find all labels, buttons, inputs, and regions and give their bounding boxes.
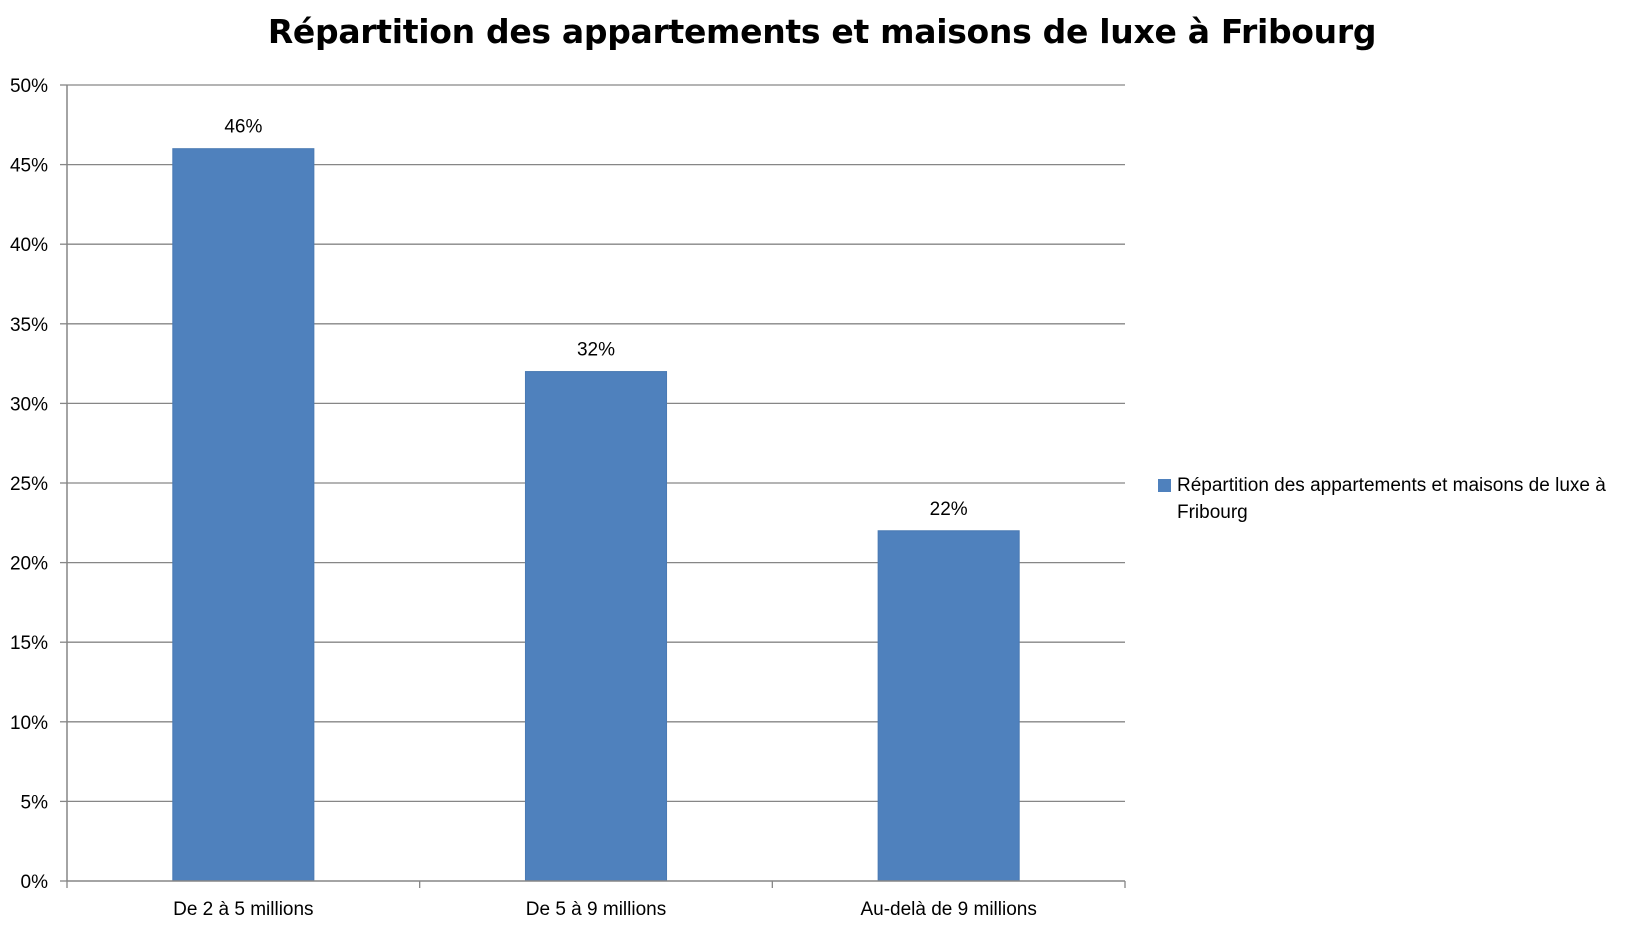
bar bbox=[172, 148, 315, 882]
y-tick-label: 50% bbox=[10, 76, 48, 97]
chart-title: Répartition des appartements et maisons … bbox=[267, 12, 1377, 51]
y-tick-label: 10% bbox=[10, 713, 48, 734]
labels: 0% 5% 10% 15% 20% 25% 30% 35% 40% 45% 50% 46% De 2 à… bbox=[10, 76, 1037, 920]
data-label: 32% bbox=[577, 340, 615, 361]
y-tick-label: 0% bbox=[21, 872, 49, 893]
y-tick-label: 45% bbox=[10, 156, 48, 177]
data-label: 22% bbox=[930, 499, 968, 520]
legend-swatch bbox=[1158, 479, 1171, 492]
x-tick-label: De 2 à 5 millions bbox=[173, 899, 313, 920]
y-tick-label: 25% bbox=[10, 474, 48, 495]
y-tick-label: 20% bbox=[10, 554, 48, 575]
x-tick-label: Au-delà de 9 millions bbox=[860, 899, 1036, 920]
legend: Répartition des appartements et maisons … bbox=[1158, 472, 1638, 526]
legend-entry: Répartition des appartements et maisons … bbox=[1177, 475, 1606, 523]
y-tick-label: 5% bbox=[21, 792, 49, 813]
y-tick-label: 35% bbox=[10, 315, 48, 336]
bar bbox=[877, 530, 1020, 882]
axes bbox=[60, 84, 1126, 888]
data-label: 46% bbox=[224, 117, 262, 138]
bar bbox=[524, 371, 668, 882]
y-tick-label: 30% bbox=[10, 394, 48, 415]
y-tick-label: 40% bbox=[10, 235, 48, 256]
bars bbox=[172, 148, 1020, 882]
y-tick-label: 15% bbox=[10, 633, 48, 654]
x-tick-label: De 5 à 9 millions bbox=[526, 899, 666, 920]
